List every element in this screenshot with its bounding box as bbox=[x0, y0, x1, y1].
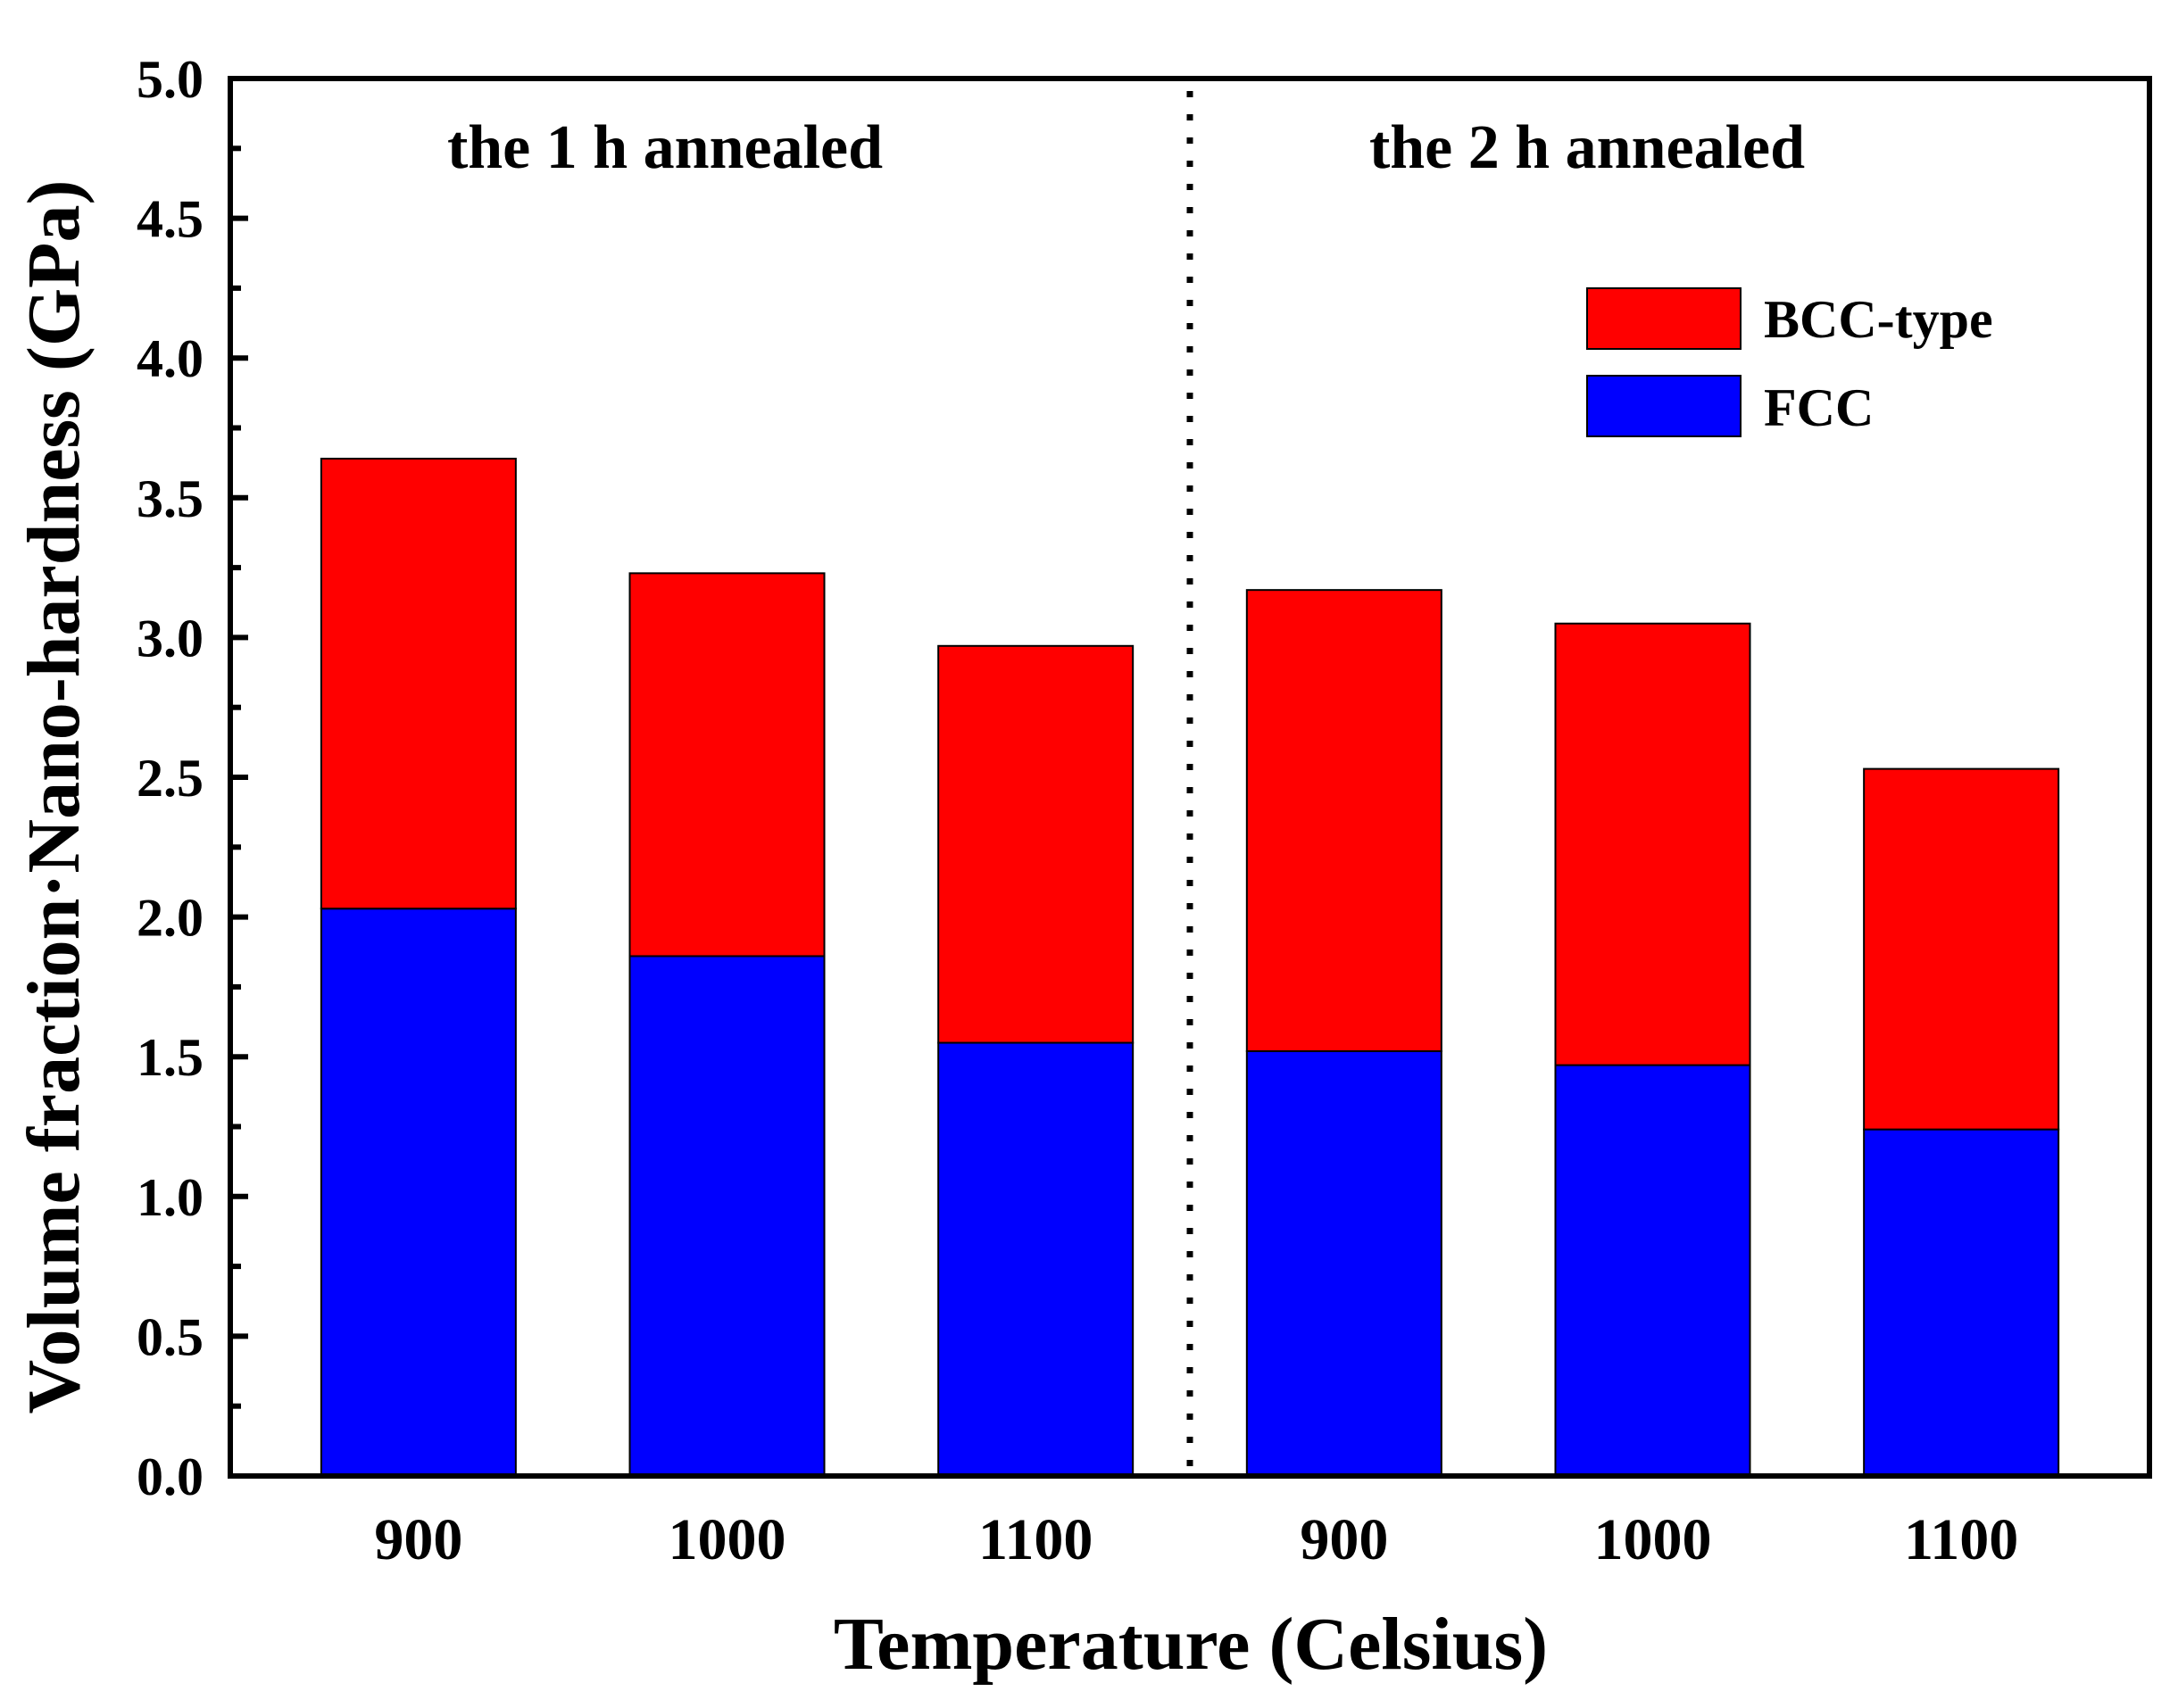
bar-bcc-type-1000 bbox=[628, 572, 826, 958]
bar-fcc-900 bbox=[320, 908, 517, 1477]
y-tick-label: 0.5 bbox=[137, 1307, 204, 1366]
y-tick-label: 2.0 bbox=[137, 889, 204, 948]
y-tick-label: 5.0 bbox=[137, 50, 204, 109]
legend: BCC-type FCC bbox=[1586, 287, 1993, 437]
annotation-1h: the 1 h annealed bbox=[447, 113, 883, 182]
y-axis-title: Volume fraction·Nano-hardness (GPa) bbox=[12, 180, 96, 1414]
bar-bcc-type-900 bbox=[1245, 589, 1442, 1052]
y-tick-label: 0.0 bbox=[137, 1447, 204, 1506]
bar-fcc-1000 bbox=[1554, 1064, 1751, 1477]
y-tick-label: 1.0 bbox=[137, 1168, 204, 1227]
y-tick-label: 3.5 bbox=[137, 469, 204, 528]
bar-bcc-type-1100 bbox=[1863, 767, 2060, 1131]
bar-fcc-1100 bbox=[1863, 1128, 2060, 1477]
x-tick-label: 1000 bbox=[1593, 1507, 1711, 1572]
y-tick-label: 1.5 bbox=[137, 1028, 204, 1087]
bar-bcc-type-900 bbox=[320, 457, 517, 910]
legend-swatch-bcc bbox=[1586, 287, 1742, 350]
x-tick-label: 1000 bbox=[669, 1507, 786, 1572]
x-tick-label: 900 bbox=[374, 1507, 462, 1572]
x-axis-labels: 900 1000 1100 900 1000 1100 bbox=[374, 1507, 2018, 1572]
y-tick-label: 4.5 bbox=[137, 190, 204, 249]
bar-bcc-type-1100 bbox=[937, 644, 1135, 1044]
y-axis-ticks: 0.0 0.5 1.0 1.5 2.0 2.5 3.0 3.5 4.0 4.5 5.0 bbox=[137, 50, 248, 1506]
y-tick-label: 2.5 bbox=[137, 749, 204, 808]
x-axis-title: Temperature (Celsius) bbox=[834, 1603, 1548, 1686]
plot-frame bbox=[228, 76, 2152, 1479]
bar-fcc-1000 bbox=[628, 955, 826, 1477]
bar-bcc-type-1000 bbox=[1554, 622, 1751, 1066]
legend-label-fcc: FCC bbox=[1764, 378, 1874, 437]
bar-fcc-1100 bbox=[937, 1041, 1135, 1478]
y-tick-label: 4.0 bbox=[137, 329, 204, 388]
x-tick-label: 900 bbox=[1300, 1507, 1388, 1572]
x-tick-label: 1100 bbox=[1904, 1507, 2018, 1572]
y-tick-label: 3.0 bbox=[137, 609, 204, 667]
legend-swatch-fcc bbox=[1586, 375, 1742, 437]
bars-group bbox=[320, 457, 2060, 1478]
x-tick-label: 1100 bbox=[978, 1507, 1093, 1572]
annotation-2h: the 2 h annealed bbox=[1369, 113, 1805, 182]
bar-fcc-900 bbox=[1245, 1049, 1442, 1478]
legend-label-bcc: BCC-type bbox=[1764, 290, 1993, 349]
